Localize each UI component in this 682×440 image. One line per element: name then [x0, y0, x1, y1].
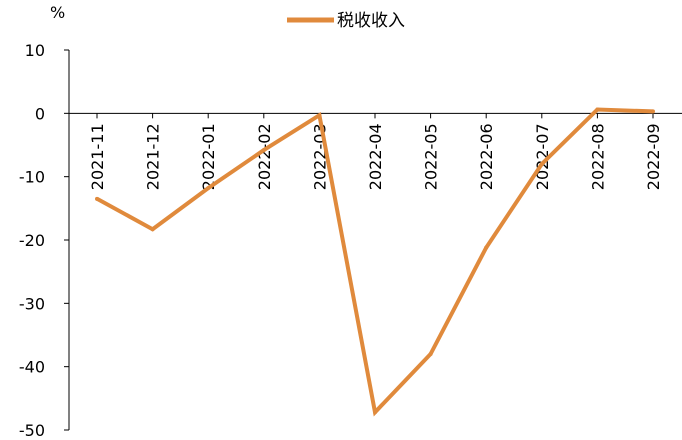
series-point: [150, 227, 155, 232]
series-point: [484, 245, 489, 250]
y-tick-label: 0: [35, 104, 45, 123]
y-tick-label: -30: [19, 294, 45, 313]
series-layer: [95, 107, 655, 417]
series-point: [373, 410, 377, 415]
y-tick-label: -40: [19, 358, 45, 377]
series-point: [428, 352, 433, 356]
x-tick-label: 2022-01: [199, 123, 218, 190]
x-tick-label: 2022-05: [422, 123, 441, 190]
x-tick-label: 2022-02: [255, 123, 274, 190]
legend: 税收收入: [287, 11, 405, 31]
y-tick-label: 10: [25, 41, 45, 60]
y-axis-unit-label: %: [50, 3, 65, 22]
x-tick-label: 2022-08: [588, 123, 607, 190]
x-tick-label: 2022-06: [477, 123, 496, 190]
series-point: [317, 113, 322, 118]
y-tick-label: -50: [19, 421, 45, 440]
series-point: [539, 162, 544, 166]
y-axis: 10 0 -10 -20 -30 -40 -50: [19, 41, 70, 440]
y-tick-label: -20: [19, 231, 45, 250]
x-tick-label: 2022-04: [366, 123, 385, 190]
legend-label: 税收收入: [337, 11, 405, 31]
x-tick-label: 2021-11: [88, 123, 107, 190]
series-point: [595, 107, 600, 112]
series-point: [651, 109, 655, 114]
x-tick-label: 2022-09: [644, 123, 663, 190]
x-axis: 2021-11 2021-12 2022-01 2022-02 2022-03 2022-…: [69, 112, 682, 190]
series-point: [206, 186, 211, 191]
x-tick-label: 2021-12: [144, 123, 163, 190]
series-point: [261, 148, 266, 153]
series-point: [95, 196, 99, 201]
y-tick-label: -10: [19, 168, 45, 187]
